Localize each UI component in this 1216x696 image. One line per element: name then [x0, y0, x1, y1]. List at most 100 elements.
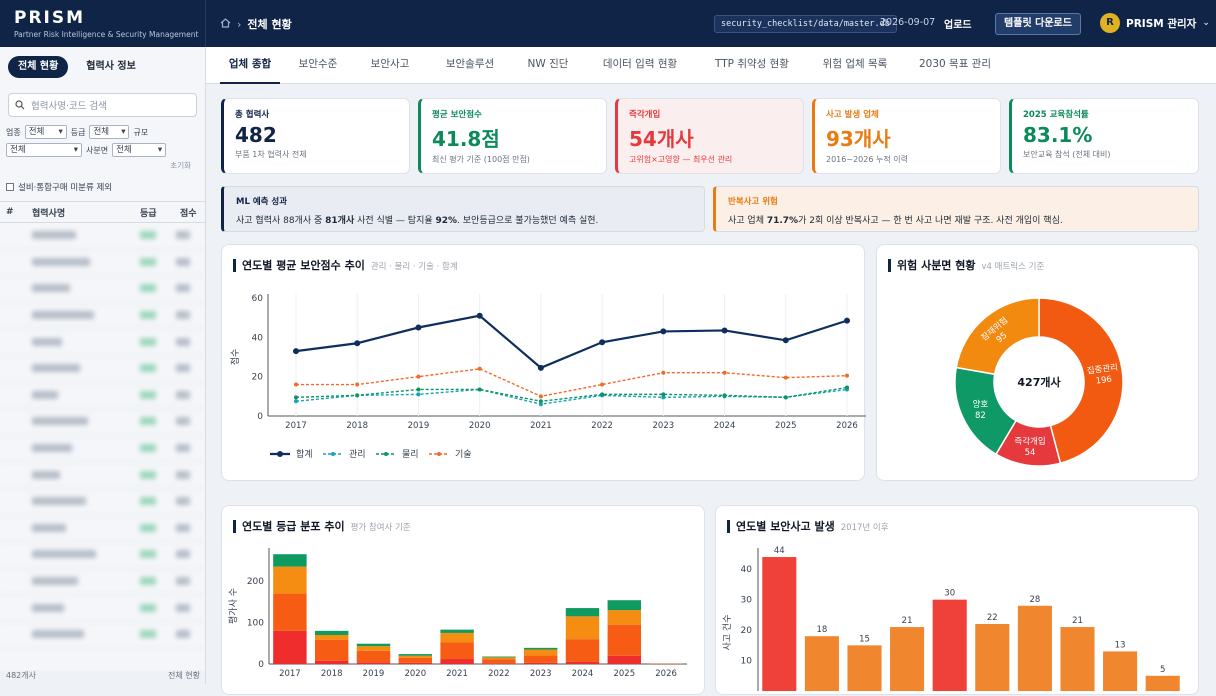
tab-security-level[interactable]: 보안수준: [290, 47, 346, 84]
data-point: [661, 371, 665, 375]
x-tick-label: 2022: [488, 669, 510, 679]
data-point: [355, 383, 359, 387]
brand[interactable]: PRISM Partner Risk Intelligence & Securi…: [0, 0, 206, 47]
y-axis-label: 점수: [229, 349, 241, 366]
y-tick-label: 10: [741, 657, 753, 667]
tab-company-summary[interactable]: 업체 종합: [220, 47, 280, 84]
stacked-bar-segment: [608, 656, 641, 664]
bar: [847, 645, 881, 691]
y-tick-label: 40: [741, 565, 753, 575]
search-input[interactable]: 협력사명·코드 검색: [8, 93, 197, 117]
sidebar-tab-overview[interactable]: 전체 현황: [8, 56, 68, 78]
bar-value-label: 15: [859, 634, 870, 644]
list-item[interactable]: [0, 436, 205, 463]
column-score[interactable]: 점수: [180, 206, 197, 219]
data-point: [844, 318, 850, 324]
bar-value-label: 5: [1160, 665, 1165, 675]
stacked-bar-segment: [273, 554, 306, 566]
list-item[interactable]: [0, 383, 205, 410]
data-point: [416, 392, 420, 396]
kpi-label: 즉각개입: [629, 108, 803, 120]
y-tick-label: 100: [247, 619, 264, 629]
column-partner-name[interactable]: 협력사명: [32, 206, 140, 219]
user-menu[interactable]: R PRISM 관리자 ⌄: [1100, 13, 1210, 33]
brand-logo: PRISM: [14, 8, 205, 28]
tab-security-incidents[interactable]: 보안사고: [362, 47, 418, 84]
list-item[interactable]: [0, 276, 205, 303]
template-download-button[interactable]: 템플릿 다운로드: [995, 13, 1081, 35]
chevron-down-icon: ▾: [121, 126, 125, 138]
filter-label-industry: 업종: [6, 127, 21, 138]
data-point: [600, 383, 604, 387]
tab-security-solutions[interactable]: 보안솔루션: [436, 47, 504, 84]
sidebar-tab-partner-info[interactable]: 협력사 정보: [76, 56, 145, 78]
tab-2030-goals[interactable]: 2030 목표 관리: [914, 47, 996, 84]
x-tick-label: 2022: [591, 421, 613, 431]
tab-nw-diagnosis[interactable]: NW 진단: [520, 47, 576, 84]
tab-risk-company-list[interactable]: 위험 업체 목록: [816, 47, 894, 84]
stacked-bar-segment: [440, 633, 473, 643]
data-point: [723, 371, 727, 375]
data-point: [478, 387, 482, 391]
filter-grade-select[interactable]: 전체▾: [89, 125, 129, 139]
stacked-bar-segment: [482, 663, 515, 664]
list-item[interactable]: [0, 622, 205, 649]
data-point: [539, 399, 543, 403]
x-tick-label: 2021: [446, 669, 468, 679]
exclude-unclassified-checkbox[interactable]: 설비·통합구매 미분류 제외: [6, 181, 199, 193]
list-item[interactable]: [0, 595, 205, 622]
list-item[interactable]: [0, 223, 205, 250]
column-grade[interactable]: 등급: [140, 206, 180, 219]
y-tick-label: 0: [258, 660, 264, 670]
filter-label-size: 규모: [133, 127, 148, 138]
data-point: [722, 327, 728, 333]
bar: [1018, 606, 1052, 691]
data-point: [354, 340, 360, 346]
list-item[interactable]: [0, 516, 205, 543]
filter-industry-value: 전체: [29, 126, 45, 138]
checkbox-box: [6, 183, 14, 191]
list-item[interactable]: [0, 542, 205, 569]
brand-subtitle: Partner Risk Intelligence & Security Man…: [14, 30, 205, 39]
filter-industry-select[interactable]: 전체▾: [25, 125, 67, 139]
sidebar-footer: 482개사 전체 현황: [0, 670, 206, 684]
list-item[interactable]: [0, 329, 205, 356]
list-item[interactable]: [0, 462, 205, 489]
stacked-bar-segment: [566, 639, 599, 662]
stacked-bar-segment: [524, 655, 557, 662]
partner-list: [0, 223, 205, 649]
bar: [1060, 627, 1094, 691]
x-tick-label: 2018: [321, 669, 343, 679]
legend-label: 기술: [455, 449, 472, 460]
banner-title: 반복사고 위험: [728, 195, 1198, 207]
data-point: [723, 393, 727, 397]
kpi-note: 2016~2026 누적 이력: [826, 154, 1000, 165]
list-item[interactable]: [0, 489, 205, 516]
tab-ttp-vulnerability[interactable]: TTP 취약성 현황: [706, 47, 798, 84]
list-item[interactable]: [0, 569, 205, 596]
tab-data-input-status[interactable]: 데이터 입력 현황: [594, 47, 686, 84]
data-point: [355, 393, 359, 397]
list-item[interactable]: [0, 409, 205, 436]
list-item[interactable]: [0, 250, 205, 277]
bar: [805, 636, 839, 691]
filter-quadrant-value: 전체: [116, 144, 132, 156]
list-item[interactable]: [0, 303, 205, 330]
filter-size-select[interactable]: 전체▾: [6, 143, 82, 157]
filter-reset-link[interactable]: 초기화: [0, 160, 191, 171]
y-tick-label: 30: [741, 596, 753, 606]
bar-value-label: 44: [774, 546, 785, 556]
chevron-down-icon: ▾: [74, 144, 78, 156]
kpi-value: 83.1%: [1023, 123, 1198, 147]
filter-quadrant-select[interactable]: 전체▾: [112, 143, 166, 157]
y-tick-label: 0: [257, 412, 263, 422]
list-item[interactable]: [0, 356, 205, 383]
bar: [1103, 651, 1137, 691]
home-icon[interactable]: [220, 18, 231, 31]
legend-marker: [277, 451, 283, 457]
upload-button[interactable]: 업로드: [944, 16, 972, 31]
